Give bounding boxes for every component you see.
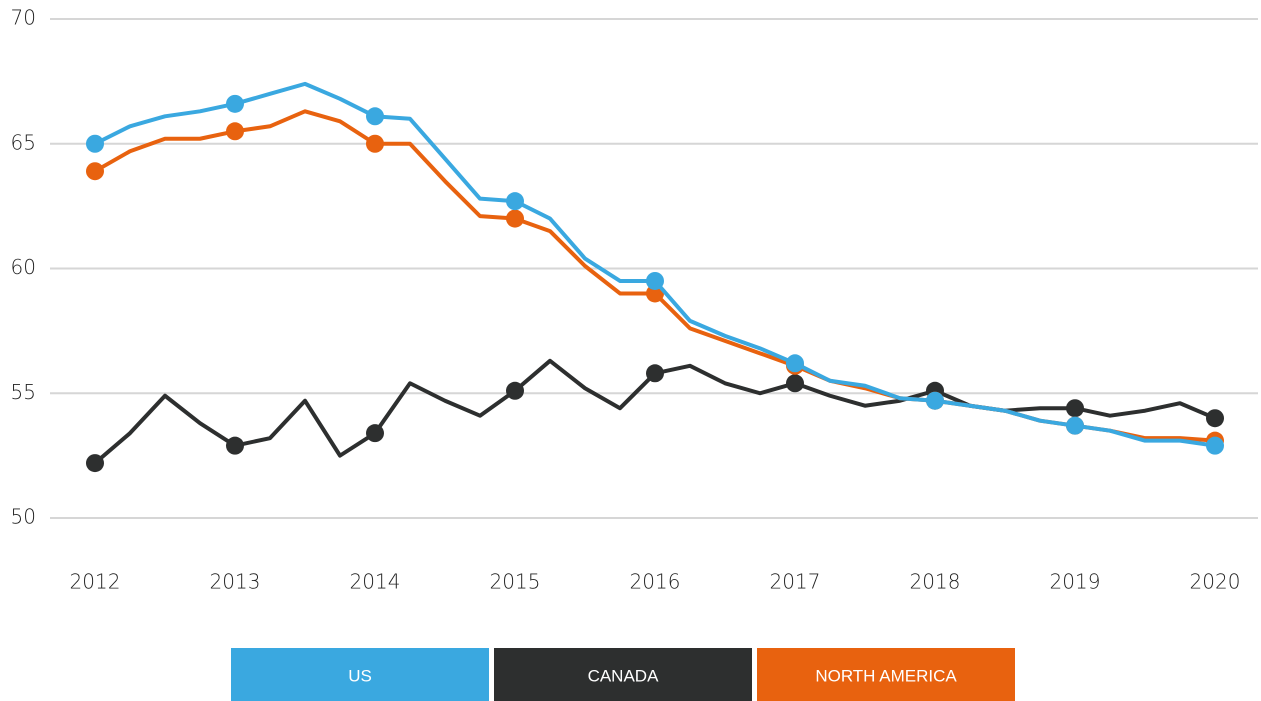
- legend-label: NORTH AMERICA: [815, 666, 957, 685]
- x-tick-label: 2019: [1050, 570, 1101, 594]
- point-marker: [86, 162, 104, 181]
- legend-swatch: [494, 648, 752, 701]
- point-marker: [786, 354, 804, 373]
- y-tick-label: 55: [11, 380, 36, 404]
- point-marker: [226, 122, 244, 141]
- point-marker: [506, 381, 524, 400]
- point-marker: [646, 364, 664, 383]
- point-marker: [786, 374, 804, 393]
- point-marker: [926, 391, 944, 410]
- point-marker: [506, 209, 524, 228]
- y-tick-label: 65: [11, 130, 36, 154]
- point-marker: [226, 436, 244, 455]
- x-tick-label: 2014: [350, 570, 401, 594]
- x-tick-label: 2017: [770, 570, 821, 594]
- point-marker: [86, 454, 104, 473]
- point-marker: [86, 134, 104, 153]
- point-marker: [1206, 409, 1224, 428]
- series-line: [94, 81, 1216, 448]
- y-tick-label: 70: [11, 6, 36, 30]
- point-marker: [506, 192, 524, 211]
- point-marker: [366, 134, 384, 153]
- x-tick-label: 2013: [210, 570, 261, 594]
- legend-label: US: [348, 666, 372, 685]
- point-marker: [1066, 416, 1084, 435]
- x-tick-label: 2018: [910, 570, 961, 594]
- legend-label: CANADA: [588, 666, 660, 685]
- y-tick-label: 60: [11, 255, 36, 279]
- point-marker: [226, 94, 244, 113]
- point-marker: [366, 424, 384, 443]
- legend-swatch: [757, 648, 1015, 701]
- x-tick-label: 2016: [630, 570, 681, 594]
- y-tick-label: 50: [11, 505, 36, 529]
- x-tick-label: 2012: [70, 570, 121, 594]
- point-marker: [1066, 399, 1084, 418]
- point-marker: [1206, 436, 1224, 455]
- point-marker: [366, 107, 384, 126]
- x-tick-label: 2015: [490, 570, 541, 594]
- legend-swatch: [231, 648, 489, 701]
- x-tick-label: 2020: [1190, 570, 1241, 594]
- point-marker: [646, 271, 664, 290]
